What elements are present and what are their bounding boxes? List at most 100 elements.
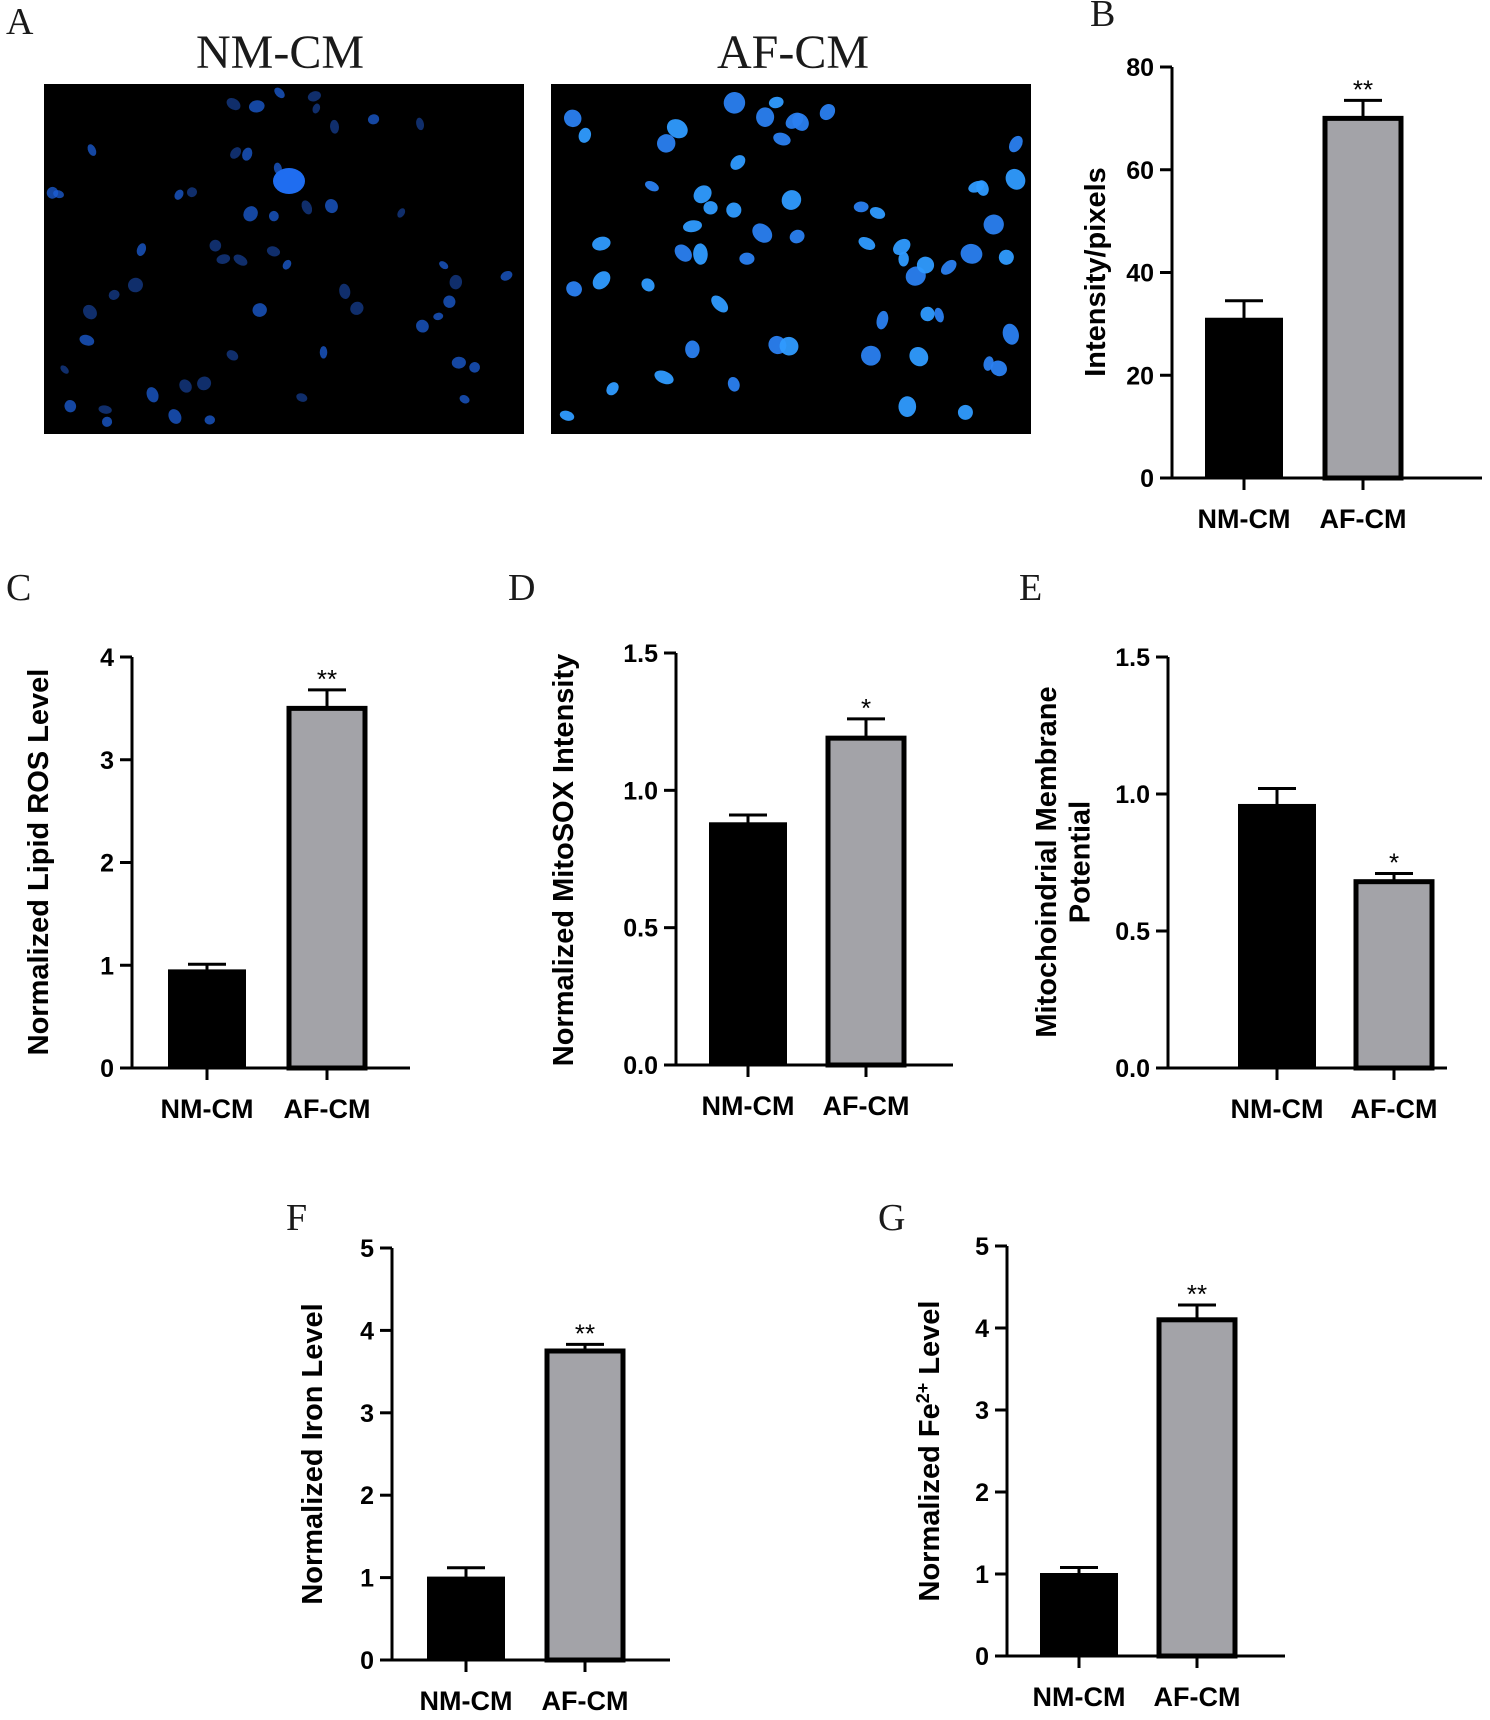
y-tick-label: 80 (1126, 54, 1154, 82)
cell-nucleus (606, 382, 619, 396)
cell-nucleus (87, 144, 97, 156)
cell-nucleus (146, 387, 159, 403)
significance-marker: ** (1187, 1279, 1207, 1309)
y-tick-label: 0 (1140, 465, 1154, 493)
cell-nucleus (449, 274, 463, 290)
cell-nucleus (439, 261, 449, 270)
x-tick-label: AF-CM (1351, 1094, 1438, 1124)
cell-nucleus (861, 345, 881, 366)
x-tick-label: NM-CM (702, 1091, 795, 1121)
x-tick-label: NM-CM (1198, 504, 1291, 534)
x-tick-label: AF-CM (542, 1686, 629, 1716)
cell-nucleus (186, 187, 198, 198)
panel-e-chart: E Mitochoindrial MembranePotential 0.0 0.5 1… (1019, 567, 1447, 1124)
cell-nucleus (916, 256, 935, 274)
cell-nucleus (869, 207, 886, 219)
cell-nucleus (443, 295, 456, 308)
y-tick-label: 0.5 (623, 915, 658, 943)
micrograph-background (44, 84, 524, 434)
cell-nucleus (179, 379, 192, 393)
cell-nucleus (307, 91, 321, 102)
x-tick-label: NM-CM (1231, 1094, 1324, 1124)
cell-nucleus (898, 396, 917, 417)
cell-nucleus (727, 376, 740, 392)
panel-c-chart: C Normalized Lipid ROS Level 0 1 2 3 4 NM-CM AF-… (6, 567, 410, 1124)
x-tick-label: AF-CM (823, 1091, 910, 1121)
cell-nucleus (578, 127, 592, 143)
cell-nucleus (693, 243, 708, 265)
cell-nucleus (136, 243, 147, 256)
y-axis-label: Intensity/pixels (1080, 167, 1112, 377)
cell-nucleus (957, 404, 973, 420)
cell-nucleus (108, 289, 120, 300)
significance-marker: ** (575, 1318, 595, 1348)
cell-nucleus (46, 186, 59, 199)
cell-nucleus-large (273, 168, 305, 194)
cell-nucleus (226, 350, 239, 361)
cell-nucleus (469, 362, 480, 373)
y-tick-label: 5 (975, 1233, 989, 1261)
cell-nucleus (726, 202, 742, 218)
cell-nucleus (312, 103, 321, 114)
cell-nucleus (330, 119, 339, 134)
cell-nucleus (779, 336, 799, 356)
panel-label-b: B (1090, 0, 1115, 35)
y-tick-label: 4 (100, 644, 114, 672)
cell-nucleus (101, 416, 113, 427)
panel-d-chart: D Normalized MitoSOX Intensity 0.0 0.5 1.0 1.… (508, 567, 953, 1121)
cell-nucleus (197, 376, 212, 391)
bar-af-cm (1322, 115, 1404, 481)
cell-nucleus (566, 281, 582, 297)
cell-nucleus (500, 270, 513, 281)
panel-label-e: E (1019, 567, 1042, 609)
panel-label-c: C (6, 567, 31, 609)
cell-nucleus (325, 199, 338, 214)
y-tick-label: 1 (100, 952, 114, 980)
significance-marker: * (861, 693, 871, 723)
cell-nucleus (645, 181, 659, 192)
cell-nucleus (563, 109, 582, 128)
cell-nucleus (274, 87, 285, 99)
cell-nucleus (960, 243, 983, 264)
cell-nucleus (819, 103, 836, 121)
bar-nm-cm (1238, 803, 1316, 1070)
cell-nucleus (656, 134, 676, 153)
cell-nucleus (282, 259, 292, 270)
y-axis-label: Normalized Lipid ROS Level (23, 669, 55, 1056)
y-axis-label: Normalized Fe2+ Level (913, 1301, 946, 1602)
y-tick-label: 2 (100, 850, 114, 878)
bar-af-cm (286, 705, 368, 1071)
cell-nucleus (230, 147, 242, 159)
cell-nucleus (711, 295, 729, 313)
x-tick-label: NM-CM (161, 1094, 254, 1124)
bar-af-cm (544, 1348, 626, 1663)
cell-nucleus (654, 370, 674, 385)
cell-nucleus (268, 210, 279, 222)
panel-label-f: F (286, 1197, 307, 1239)
y-tick-label: 20 (1126, 362, 1154, 390)
cell-nucleus (685, 340, 700, 359)
cell-nucleus (641, 278, 655, 292)
panel-f-chart: F Normalized Iron Level 0 1 2 3 4 5 NM-CM AF-CM ** (286, 1197, 670, 1716)
y-tick-label: 3 (360, 1400, 374, 1428)
cell-nucleus (174, 189, 184, 200)
y-tick-label: 1.0 (623, 777, 658, 805)
cell-nucleus (226, 97, 241, 111)
panel-g-chart: G Normalized Fe2+ Level 0 1 2 3 4 5 NM-CM AF-CM ** (878, 1197, 1285, 1712)
cell-nucleus (773, 132, 791, 146)
cell-nucleus (296, 393, 308, 402)
cell-nucleus (785, 112, 804, 129)
panel-b-chart: B Intensity/pixels 0 20 40 60 80 NM-CM AF-CM ** (1080, 0, 1482, 534)
y-tick-label: 0.0 (623, 1052, 658, 1080)
y-axis-label: Normalized MitoSOX Intensity (548, 654, 580, 1067)
y-tick-label: 5 (360, 1235, 374, 1263)
cell-nucleus (789, 229, 805, 244)
significance-marker: ** (317, 664, 337, 694)
bar-nm-cm (427, 1576, 505, 1661)
y-tick-label: 60 (1126, 157, 1154, 185)
y-tick-label: 0 (100, 1055, 114, 1083)
cell-nucleus (756, 107, 775, 127)
cell-nucleus (968, 180, 985, 193)
cell-nucleus (433, 312, 444, 321)
cell-nucleus (876, 310, 889, 330)
